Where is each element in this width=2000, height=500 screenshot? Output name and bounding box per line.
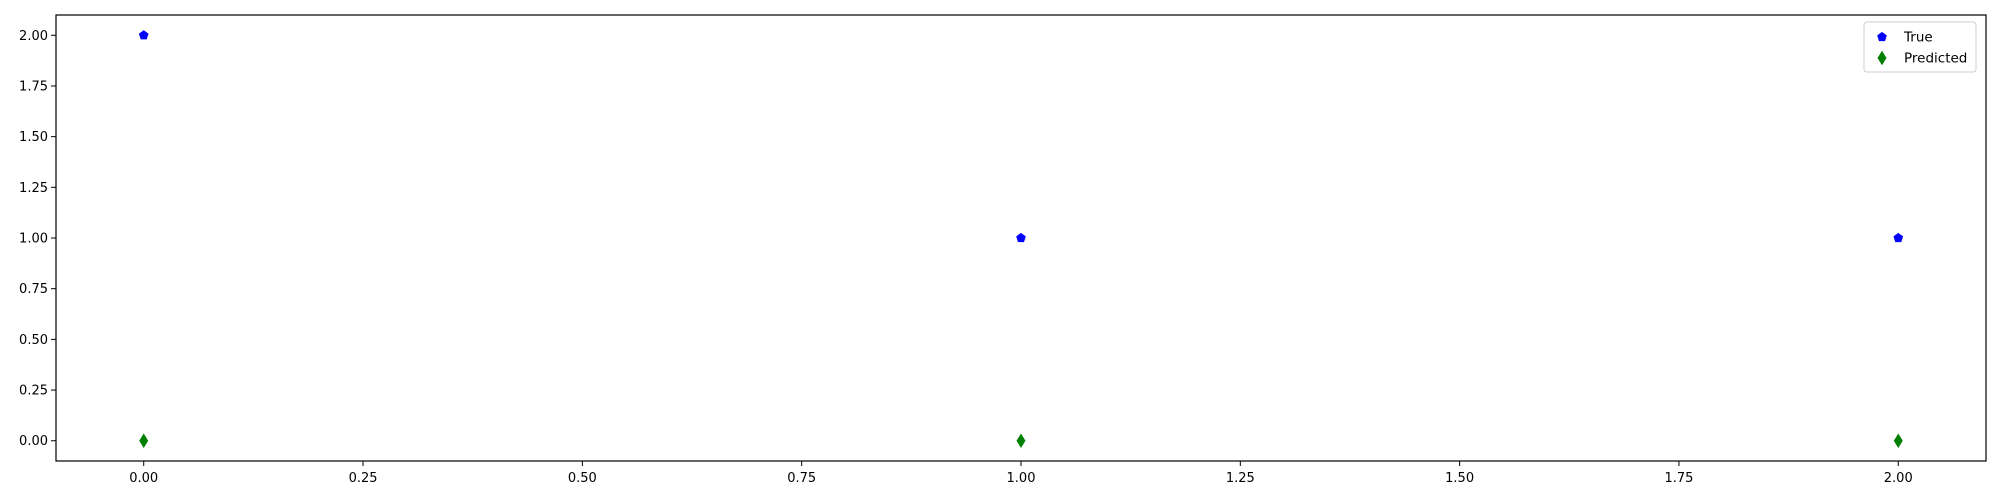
y-tick-label-8: 2.00: [19, 29, 48, 44]
series-0-point-0: [138, 30, 149, 40]
legend-marker-0: [1877, 31, 1887, 42]
y-tick-label-3: 0.75: [19, 282, 48, 297]
y-tick-label-5: 1.25: [19, 181, 48, 196]
x-tick-label-7: 1.75: [1664, 471, 1693, 486]
x-tick-label-2: 0.50: [568, 471, 597, 486]
x-tick-label-1: 0.25: [349, 471, 378, 486]
y-tick-label-2: 0.50: [19, 333, 48, 348]
y-tick-label-1: 0.25: [19, 384, 48, 399]
series-0-point-2: [1893, 232, 1904, 243]
y-tick-label-0: 0.00: [19, 434, 48, 449]
y-tick-label-7: 1.75: [19, 79, 48, 94]
x-tick-label-3: 0.75: [787, 471, 816, 486]
x-axis: 0.00 0.25 0.50 0.75 1.00 1.25 1.50 1.75 2.00: [129, 461, 1913, 486]
y-tick-label-4: 1.00: [19, 232, 48, 247]
series-0-point-1: [1016, 232, 1026, 243]
y-tick-label-6: 1.50: [19, 130, 48, 145]
x-tick-label-5: 1.25: [1226, 471, 1255, 486]
x-tick-label-6: 1.50: [1445, 471, 1474, 486]
legend-box: [1863, 21, 1977, 73]
series-1-point-0: [139, 433, 149, 448]
x-tick-label-4: 1.00: [1007, 471, 1036, 486]
plot-area: [138, 30, 1904, 448]
series-1-point-1: [1016, 433, 1026, 448]
x-tick-label-8: 2.00: [1884, 471, 1913, 486]
legend-marker-1: [1877, 50, 1887, 66]
legend: True Predicted: [1863, 21, 1977, 73]
legend-label-1: Predicted: [1904, 51, 1967, 67]
series-1-point-2: [1893, 433, 1903, 448]
y-axis: 0.00 0.25 0.50 0.75 1.00 1.25 1.50 1.75 2.00: [19, 29, 56, 449]
legend-label-0: True: [1903, 30, 1933, 46]
x-tick-label-0: 0.00: [129, 471, 158, 486]
